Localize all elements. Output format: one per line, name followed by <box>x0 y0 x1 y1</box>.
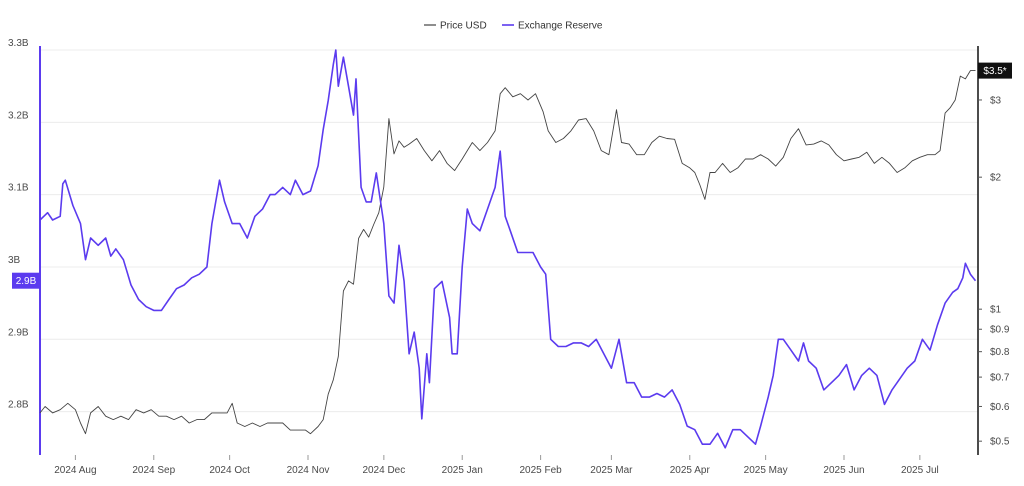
y-right-tick-0-9: $0.9 <box>990 325 1010 336</box>
y-left-tick-3b: 3B <box>8 255 21 266</box>
x-tick-2024-oct: 2024 Oct <box>209 465 250 476</box>
current-value-badges: 2.9B $3.5* <box>12 62 1012 289</box>
y-left-tick-3-1b: 3.1B <box>8 183 29 194</box>
current-value-badge-left-label: 2.9B <box>16 276 37 287</box>
current-value-badge-right-label: $3.5* <box>983 66 1006 77</box>
y-right-tick-0-7: $0.7 <box>990 373 1010 384</box>
series-line-price-usd <box>39 70 976 435</box>
y-left-tick-3-2b: 3.2B <box>8 110 29 121</box>
current-value-badge-right <box>978 62 1012 79</box>
x-tick-2025-jun: 2025 Jun <box>823 465 864 476</box>
legend-label-price-usd: Price USD <box>440 21 487 32</box>
y-right-tick-1: $1 <box>990 305 1002 316</box>
y-axis-right-ticks: $3 $2 $1 $0.9 $0.8 $0.7 $0.6 $0.5 <box>978 95 1010 448</box>
y-left-tick-3-3b: 3.3B <box>8 38 29 49</box>
grid <box>40 49 978 413</box>
x-tick-2025-apr: 2025 Apr <box>670 465 711 476</box>
axes <box>39 46 979 455</box>
legend: Price USD Exchange Reserve <box>424 21 603 32</box>
x-tick-2024-nov: 2024 Nov <box>287 465 330 476</box>
y-left-tick-2-8b: 2.8B <box>8 400 29 411</box>
x-tick-2025-mar: 2025 Mar <box>590 465 633 476</box>
x-tick-2025-jul: 2025 Jul <box>901 465 939 476</box>
x-tick-2024-aug: 2024 Aug <box>54 465 96 476</box>
y-left-tick-2-9b: 2.9B <box>8 327 29 338</box>
x-tick-2024-sep: 2024 Sep <box>132 465 175 476</box>
y-right-tick-0-8: $0.8 <box>990 347 1010 358</box>
y-right-tick-0-5: $0.5 <box>990 437 1010 448</box>
x-tick-2025-jan: 2025 Jan <box>442 465 483 476</box>
x-tick-2025-feb: 2025 Feb <box>519 465 562 476</box>
y-right-tick-0-6: $0.6 <box>990 402 1010 413</box>
x-tick-2024-dec: 2024 Dec <box>362 465 405 476</box>
legend-label-exchange-reserve: Exchange Reserve <box>518 21 603 32</box>
x-tick-2025-may: 2025 May <box>744 465 788 476</box>
y-right-tick-3: $3 <box>990 95 1002 106</box>
y-axis-left-ticks: 3.3B 3.2B 3.1B 3B 2.9B 2.8B <box>8 38 29 411</box>
y-right-tick-2: $2 <box>990 173 1002 184</box>
series-layer <box>39 49 977 449</box>
series-line-exchange-reserve <box>39 49 977 449</box>
x-axis-ticks: 2024 Aug 2024 Sep 2024 Oct 2024 Nov 2024 Dec… <box>54 455 939 476</box>
current-value-badge-left <box>12 272 40 289</box>
